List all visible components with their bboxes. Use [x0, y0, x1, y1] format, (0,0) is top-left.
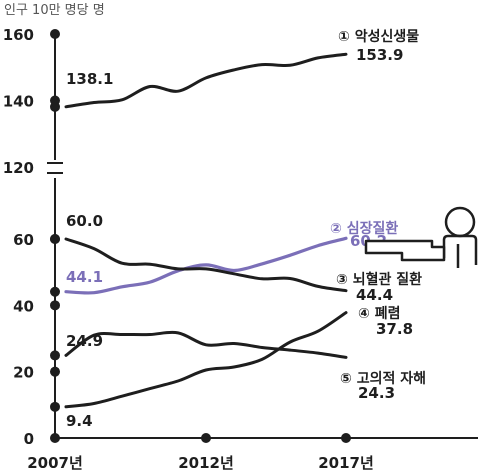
- unit-label: 인구 10만 명당 명: [4, 3, 105, 18]
- y-tick-label: 20: [13, 364, 34, 382]
- series-start-value: 60.0: [66, 212, 103, 230]
- series-end-value: 37.8: [376, 320, 413, 338]
- series-line: [64, 330, 348, 359]
- x-tick-dot: [341, 433, 351, 443]
- x-tick-label: 2017년: [318, 454, 374, 472]
- x-tick-dot: [50, 433, 60, 443]
- series-line: [64, 311, 348, 409]
- y-tick-dot: [50, 366, 60, 377]
- series-name-label: ③ 뇌혈관 질환: [336, 271, 422, 288]
- y-tick-label: 140: [3, 93, 34, 111]
- x-tick-label: 2007년: [27, 454, 83, 472]
- y-tick-label: 60: [13, 231, 34, 249]
- y-tick-label: 160: [3, 26, 34, 44]
- y-tick-dot: [50, 300, 60, 311]
- series-start-dot: [50, 286, 60, 297]
- x-tick-dot: [201, 433, 211, 443]
- figure-shoulders: [442, 234, 478, 265]
- series-start-dot: [50, 401, 60, 412]
- series-name-label: ④ 폐렴: [358, 306, 401, 322]
- presenter-figure: [364, 206, 478, 268]
- series-start-value: 24.9: [66, 332, 103, 350]
- series-end-value: 153.9: [356, 46, 403, 64]
- series-start-value: 138.1: [66, 70, 113, 88]
- series-name-label: ⑤ 고의적 자해: [340, 370, 426, 387]
- series-start-dot: [50, 101, 60, 112]
- series-start-value: 9.4: [66, 412, 93, 430]
- series-start-dot: [50, 234, 60, 244]
- series-end-value: 44.4: [356, 286, 393, 304]
- series-layer: [50, 52, 348, 412]
- y-tick-label: 40: [13, 297, 34, 315]
- series-end-value: 24.3: [358, 384, 395, 402]
- series-line: [64, 236, 348, 295]
- series-start-value: 44.1: [66, 268, 103, 286]
- series-name-label: ① 악성신생물: [338, 28, 419, 45]
- series-line: [64, 237, 348, 293]
- figure-pointing-arm: [364, 239, 446, 262]
- series-name-label: ② 심장질환: [330, 220, 398, 237]
- y-tick-label: 120: [3, 159, 34, 177]
- series-start-dot: [50, 350, 60, 361]
- figure-head: [444, 206, 476, 238]
- y-tick-label: 0: [24, 430, 34, 448]
- y-tick-dot: [50, 29, 60, 39]
- x-tick-label: 2012년: [178, 454, 234, 472]
- series-line: [64, 52, 348, 109]
